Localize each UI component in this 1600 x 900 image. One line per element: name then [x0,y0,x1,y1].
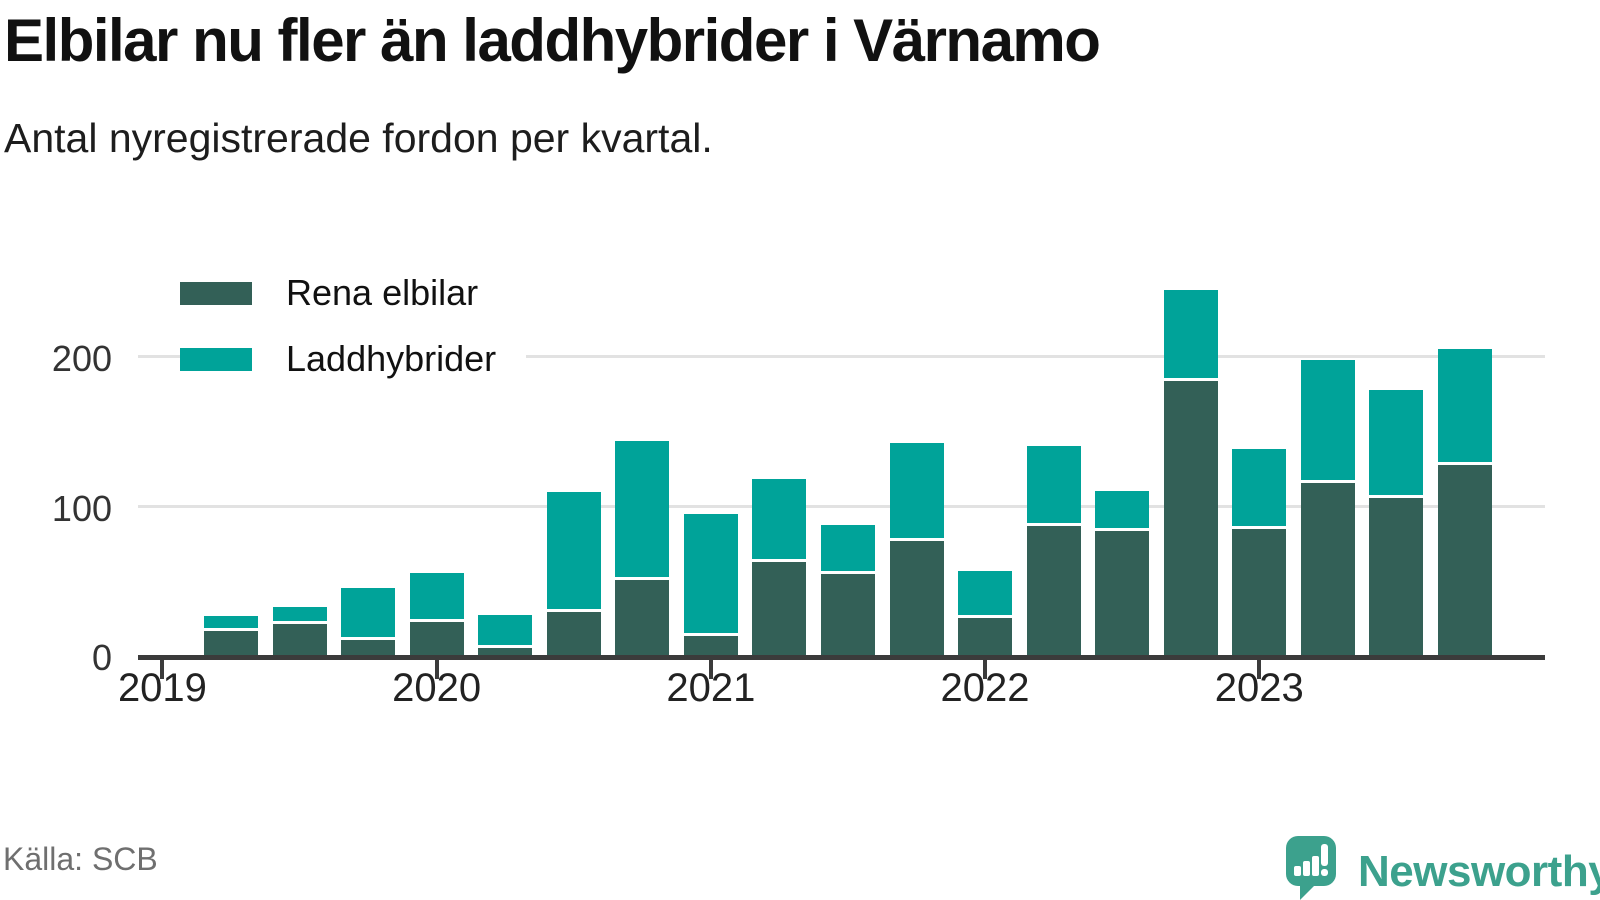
bar-segment-laddhybrider [272,607,327,624]
bar-segment-elbilar [546,611,601,655]
logo-bar-icon [1294,866,1301,876]
x-axis-tick [160,655,165,679]
chart-legend: Rena elbilar Laddhybrider [180,270,527,384]
bar-segment-laddhybrider [752,478,807,563]
source-caption: Källa: SCB [3,841,158,877]
bar-segment-elbilar [204,631,258,655]
bar-segment-elbilar [889,541,944,655]
bar-segment-laddhybrider [1095,490,1150,531]
legend-item: Laddhybrider [180,338,496,380]
bar-segment-elbilar [409,622,464,655]
newsworthy-logo: Newsworthy [1286,836,1600,900]
bar-segment-elbilar [820,574,875,655]
bar-segment-laddhybrider [204,616,258,632]
bar-segment-elbilar [1437,465,1492,655]
legend-label: Rena elbilar [286,272,479,313]
bar-segment-laddhybrider [820,524,875,575]
bar-segment-elbilar [615,580,670,655]
bar-segment-elbilar [341,640,396,655]
logo-bubble-tail [1300,883,1317,900]
logo-bar-icon [1303,861,1310,876]
chart-subtitle: Antal nyregistrerade fordon per kvartal. [4,115,713,161]
newsworthy-wordmark: Newsworthy [1358,847,1600,896]
y-gridline [138,504,1545,508]
y-axis-label: 200 [51,338,112,379]
bar-segment-laddhybrider [683,514,738,636]
bar-segment-laddhybrider [341,587,396,641]
y-gridline [138,355,1545,358]
bar-segment-laddhybrider [1026,445,1081,527]
bar-segment-elbilar [272,623,327,655]
x-axis-tick [434,655,439,679]
bar-segment-laddhybrider [409,572,464,623]
bar-segment-laddhybrider [615,441,670,581]
bar-segment-laddhybrider [478,614,533,648]
x-axis-tick [708,655,713,679]
logo-exclamation-dot-icon [1321,869,1328,876]
bar-segment-elbilar [1163,381,1218,655]
legend-swatch [180,281,252,305]
logo-exclamation-icon [1321,844,1328,866]
bar-segment-elbilar [752,562,807,655]
x-axis-tick [1257,655,1262,679]
bar-segment-elbilar [1095,530,1150,655]
bar-segment-elbilar [1232,529,1287,655]
bar-segment-elbilar [1369,498,1424,655]
x-axis-line [138,655,1545,660]
newsworthy-bubble-icon [1286,836,1336,900]
bar-segment-laddhybrider [958,571,1013,618]
chart-title: Elbilar nu fler än laddhybrider i Värnam… [4,7,1101,74]
bar-segment-elbilar [958,617,1013,655]
bar-segment-laddhybrider [546,492,601,612]
bar-segment-elbilar [478,647,533,655]
bar-segment-elbilar [1300,483,1355,655]
y-axis-label: 0 [91,637,112,678]
x-axis-tick [983,655,988,679]
legend-label: Laddhybrider [286,338,497,379]
legend-item: Rena elbilar [180,272,496,314]
legend-swatch [180,347,252,371]
bar-segment-laddhybrider [1369,390,1424,498]
bar-segment-elbilar [683,635,738,655]
bar-segment-laddhybrider [1232,448,1287,530]
bar-segment-laddhybrider [1437,348,1492,466]
bar-segment-elbilar [1026,526,1081,655]
bar-segment-laddhybrider [1300,360,1355,484]
y-axis-label: 100 [51,487,112,529]
bar-segment-laddhybrider [889,442,944,542]
bar-segment-laddhybrider [1163,290,1218,382]
logo-bar-icon [1312,856,1319,876]
